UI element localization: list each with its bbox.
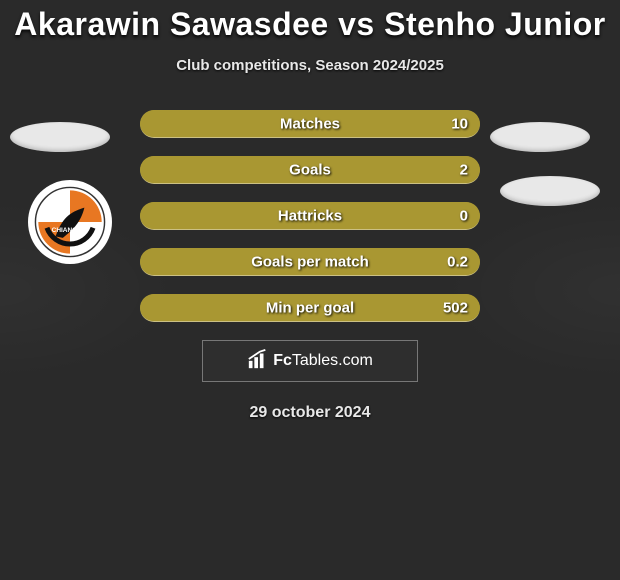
club-badge: CHIANGRAI [28, 180, 112, 264]
stat-value-right: 0 [460, 208, 468, 225]
club-badge-icon: CHIANGRAI [34, 186, 106, 258]
stat-label: Goals per match [251, 253, 369, 270]
page-title: Akarawin Sawasdee vs Stenho Junior [0, 6, 620, 43]
date-text: 29 october 2024 [0, 404, 620, 422]
stat-pill: Min per goal [140, 294, 480, 322]
stat-pill: Hattricks [140, 202, 480, 230]
stat-label: Goals [289, 161, 331, 178]
stat-value-right: 10 [451, 116, 468, 133]
subtitle: Club competitions, Season 2024/2025 [0, 57, 620, 74]
stat-label: Hattricks [278, 207, 342, 224]
stat-value-right: 0.2 [447, 254, 468, 271]
stat-pill: Goals per match [140, 248, 480, 276]
brand-box[interactable]: FcTables.com [202, 340, 418, 382]
stat-pill: Goals [140, 156, 480, 184]
stat-row: Min per goal 502 [0, 294, 620, 322]
stat-label: Min per goal [266, 299, 354, 316]
right-player-ellipse-2 [500, 176, 600, 206]
stat-label: Matches [280, 115, 340, 132]
brand-chart-icon [247, 348, 269, 375]
right-player-ellipse [490, 122, 590, 152]
stat-value-right: 502 [443, 300, 468, 317]
left-player-ellipse [10, 122, 110, 152]
stat-value-right: 2 [460, 162, 468, 179]
stat-pill: Matches [140, 110, 480, 138]
svg-text:CHIANGRAI: CHIANGRAI [52, 227, 89, 234]
brand-text: FcTables.com [273, 352, 373, 370]
